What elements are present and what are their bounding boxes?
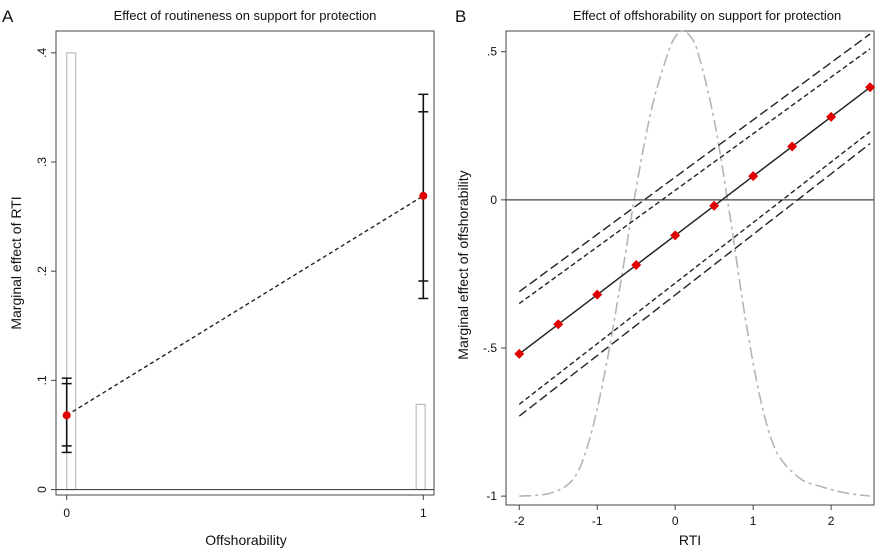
data-point-1 bbox=[553, 319, 564, 330]
histogram-bar-1 bbox=[415, 403, 426, 491]
panel-a-x-axis-label: Offshorability bbox=[205, 532, 286, 548]
panel-b-letter: B bbox=[455, 7, 466, 26]
panel-b-points bbox=[514, 82, 876, 359]
y-tick-label-1: 0 bbox=[490, 193, 497, 207]
panel-b-x-ticks: -2 -1 0 1 2 bbox=[514, 505, 835, 528]
panel-a-y-axis-label: Marginal effect of RTI bbox=[8, 196, 24, 329]
panel-a-title: Effect of routineness on support for pro… bbox=[114, 8, 377, 23]
panel-a-points bbox=[62, 191, 428, 420]
y-tick-label-3: -1 bbox=[486, 489, 497, 503]
panel-a-y-ticks: .4 .3 .2 .1 0 bbox=[35, 48, 56, 493]
y-tick-label-0: .5 bbox=[487, 45, 497, 59]
panel-b-confidence-bands bbox=[518, 33, 871, 417]
panel-a-confidence-intervals bbox=[61, 93, 429, 454]
data-point-1 bbox=[419, 191, 428, 200]
panel-b-x-axis-label: RTI bbox=[679, 532, 701, 548]
data-point-7 bbox=[787, 141, 798, 152]
x-tick-label-0: 0 bbox=[63, 506, 70, 520]
x-tick-label-1: 1 bbox=[420, 506, 427, 520]
panel-b-effect-line bbox=[518, 86, 871, 355]
panel-a-letter: A bbox=[2, 7, 14, 26]
density-curve bbox=[519, 30, 871, 497]
panel-b-title: Effect of offshorability on support for … bbox=[573, 8, 841, 23]
panel-b-y-axis-label: Marginal effect of offshorability bbox=[455, 170, 471, 359]
panel-b: B Effect of offshorability on support fo… bbox=[455, 7, 876, 548]
panel-b-density-curve bbox=[519, 30, 871, 497]
y-tick-label-2: .2 bbox=[35, 266, 49, 276]
panel-b-plot-frame bbox=[505, 30, 875, 506]
panel-a-trend-line bbox=[66, 195, 424, 416]
ci-inner-upper bbox=[518, 48, 871, 305]
x-tick-label-0: -2 bbox=[514, 514, 525, 528]
data-point-8 bbox=[826, 111, 837, 122]
data-point-0 bbox=[62, 411, 71, 420]
ci-outer-lower bbox=[518, 143, 871, 417]
data-point-9 bbox=[865, 82, 876, 93]
y-tick-label-0: .4 bbox=[35, 48, 49, 58]
y-tick-label-3: .1 bbox=[35, 375, 49, 385]
y-tick-label-2: -.5 bbox=[483, 341, 497, 355]
x-tick-label-4: 2 bbox=[828, 514, 835, 528]
y-tick-label-1: .3 bbox=[35, 157, 49, 167]
panel-a: A Effect of routineness on support for p… bbox=[2, 7, 435, 548]
ci-inner-lower bbox=[518, 131, 871, 405]
data-point-2 bbox=[592, 289, 603, 300]
panel-a-histogram bbox=[66, 52, 426, 491]
histogram-bar-0 bbox=[66, 52, 77, 491]
ci-outer-upper bbox=[518, 33, 871, 293]
trend-line bbox=[66, 195, 424, 416]
panel-b-y-ticks: .5 0 -.5 -1 bbox=[483, 45, 506, 503]
data-point-5 bbox=[709, 200, 720, 211]
data-point-0 bbox=[514, 348, 525, 359]
data-point-6 bbox=[748, 171, 759, 182]
x-tick-label-1: -1 bbox=[592, 514, 603, 528]
x-tick-label-3: 1 bbox=[750, 514, 757, 528]
data-point-3 bbox=[631, 260, 642, 271]
effect-line bbox=[518, 86, 871, 355]
data-point-4 bbox=[670, 230, 681, 241]
x-tick-label-2: 0 bbox=[672, 514, 679, 528]
y-tick-label-4: 0 bbox=[35, 486, 49, 493]
panel-a-plot-frame bbox=[55, 30, 435, 496]
